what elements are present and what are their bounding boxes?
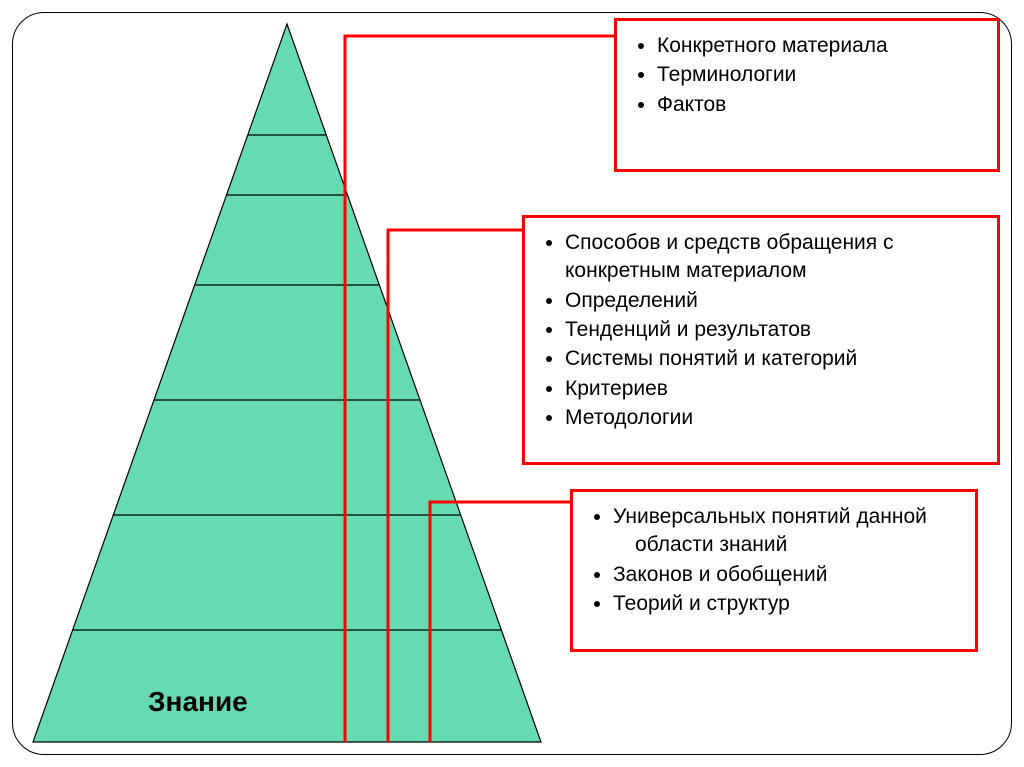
pyramid-shape <box>33 24 541 742</box>
annotation-list: Универсальных понятий данной области зна… <box>591 503 957 618</box>
bullet-item: Методологии <box>565 404 979 432</box>
annotation-list: Способов и средств обращения с конкретны… <box>543 229 979 432</box>
bullet-item: Терминологии <box>657 61 979 89</box>
bullet-item: Определений <box>565 287 979 315</box>
bullet-item: Универсальных понятий данной области зна… <box>613 503 957 560</box>
bullet-item: Способов и средств обращения с конкретны… <box>565 229 979 286</box>
annotation-box-top: Конкретного материала Терминологии Факто… <box>614 18 1000 172</box>
bullet-item: Теорий и структур <box>613 590 957 618</box>
bullet-item: Критериев <box>565 375 979 403</box>
annotation-list: Конкретного материала Терминологии Факто… <box>635 32 979 119</box>
bullet-item: Фактов <box>657 91 979 119</box>
annotation-box-bottom: Универсальных понятий данной области зна… <box>570 489 978 652</box>
bullet-item: Тенденций и результатов <box>565 316 979 344</box>
pyramid-label: Знание <box>148 686 248 718</box>
bullet-item: Законов и обобщений <box>613 561 957 589</box>
bullet-item: Конкретного материала <box>657 32 979 60</box>
bullet-item: Системы понятий и категорий <box>565 345 979 373</box>
annotation-box-middle: Способов и средств обращения с конкретны… <box>522 215 1000 465</box>
